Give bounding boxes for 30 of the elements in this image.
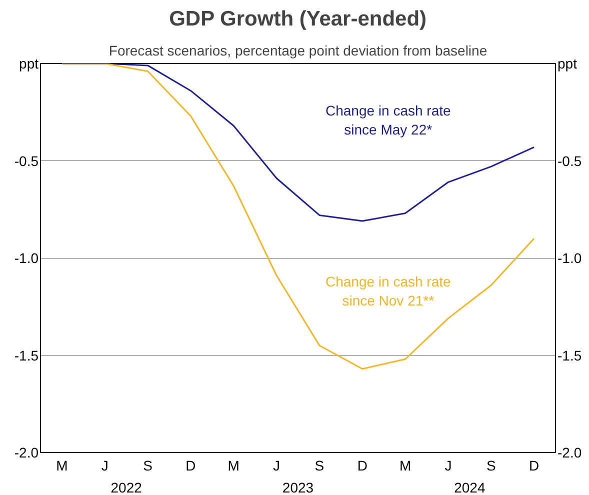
y-tick-label: -2.0	[14, 444, 39, 460]
chart-title: GDP Growth (Year-ended)	[169, 8, 427, 30]
y-tick-label: -0.5	[14, 152, 39, 169]
x-tick-label: J	[444, 458, 452, 474]
y2-tick-label: -0.5	[558, 152, 582, 169]
text: Change in cash rate since May 22*	[325, 102, 451, 138]
series-label: Change in cash rate since Nov 21**	[325, 273, 451, 309]
x-tick-label: M	[228, 458, 240, 474]
line-series	[61, 64, 535, 370]
y2-tick-label: -2.0	[558, 444, 582, 460]
x-tick-label: J	[101, 458, 108, 474]
chart-subtitle: Forecast scenarios, percentage point deviation from baseline	[108, 42, 488, 58]
x-tick-label: D	[357, 458, 368, 474]
x-tick-label: S	[486, 458, 496, 474]
x-tick-label: S	[143, 458, 152, 474]
y-axis-title: ppt	[19, 56, 39, 72]
x-tick-label: M	[56, 458, 68, 474]
x-tick-label: D	[528, 458, 540, 474]
y2-tick-label: -1.5	[558, 347, 582, 364]
x-tick-label: D	[186, 458, 196, 474]
text: 2022	[110, 480, 142, 495]
x-tick-label: M	[399, 458, 412, 474]
y2-tick-label: -1.0	[558, 250, 582, 266]
y-tick-label: -1.5	[14, 347, 39, 364]
text: 2024	[454, 480, 486, 495]
y2-axis-title: ppt	[558, 56, 578, 72]
y-tick-label: -1.0	[14, 250, 39, 266]
x-tick-label: S	[314, 458, 324, 474]
x-tick-label: J	[273, 458, 280, 474]
text: 2023	[282, 480, 314, 495]
